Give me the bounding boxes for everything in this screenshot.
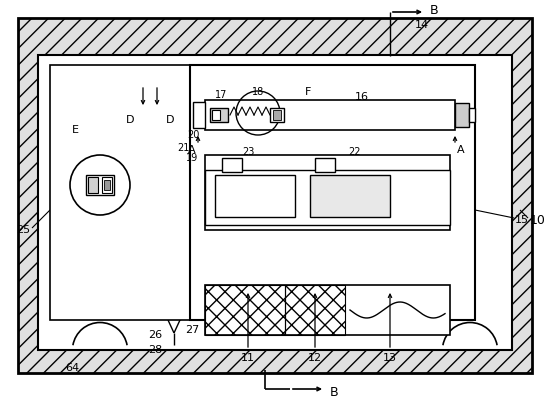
Text: D: D — [166, 115, 174, 125]
Bar — [205, 285, 285, 335]
Bar — [273, 110, 281, 120]
Text: A: A — [188, 145, 196, 155]
Text: 26: 26 — [148, 330, 162, 340]
Text: A: A — [457, 145, 465, 155]
Text: E: E — [72, 125, 79, 135]
Bar — [270, 108, 284, 122]
Text: 17: 17 — [215, 90, 227, 100]
Bar — [205, 100, 455, 130]
Text: D: D — [126, 115, 134, 125]
Text: 64: 64 — [65, 363, 79, 373]
Text: 11: 11 — [241, 353, 255, 363]
Bar — [86, 175, 114, 195]
Bar — [38, 55, 512, 350]
Text: C: C — [336, 190, 344, 200]
Bar — [102, 177, 112, 193]
Bar — [285, 285, 345, 335]
Bar — [190, 65, 475, 320]
Bar — [210, 108, 228, 122]
Text: 27: 27 — [185, 325, 199, 335]
Bar — [310, 175, 390, 217]
Bar — [205, 170, 450, 225]
Text: 15: 15 — [515, 215, 529, 225]
Bar — [50, 65, 205, 320]
Bar — [215, 175, 295, 217]
Text: F: F — [305, 87, 311, 97]
Text: 19: 19 — [186, 153, 198, 163]
Bar — [88, 177, 98, 193]
Text: 16: 16 — [355, 92, 369, 102]
Text: 24: 24 — [209, 162, 221, 172]
Text: B: B — [430, 4, 439, 16]
Text: 14: 14 — [415, 20, 429, 30]
Bar — [205, 285, 450, 335]
Text: 28: 28 — [148, 345, 162, 355]
Text: B: B — [330, 385, 339, 399]
Text: 13: 13 — [383, 353, 397, 363]
Text: 12: 12 — [308, 353, 322, 363]
Text: 23: 23 — [242, 147, 254, 157]
Bar — [222, 158, 242, 172]
Bar — [18, 18, 532, 373]
Bar — [205, 155, 450, 230]
Text: 25: 25 — [16, 225, 30, 235]
Bar — [212, 110, 220, 120]
Text: 18: 18 — [252, 87, 264, 97]
Text: 10: 10 — [530, 213, 546, 227]
Text: 21: 21 — [178, 143, 190, 153]
Bar — [315, 158, 335, 172]
Bar — [193, 102, 205, 128]
Bar — [469, 108, 475, 122]
Bar — [455, 103, 469, 127]
Bar — [104, 180, 110, 190]
Text: C: C — [236, 190, 244, 200]
Text: 20: 20 — [188, 130, 200, 140]
Text: 22: 22 — [348, 147, 360, 157]
